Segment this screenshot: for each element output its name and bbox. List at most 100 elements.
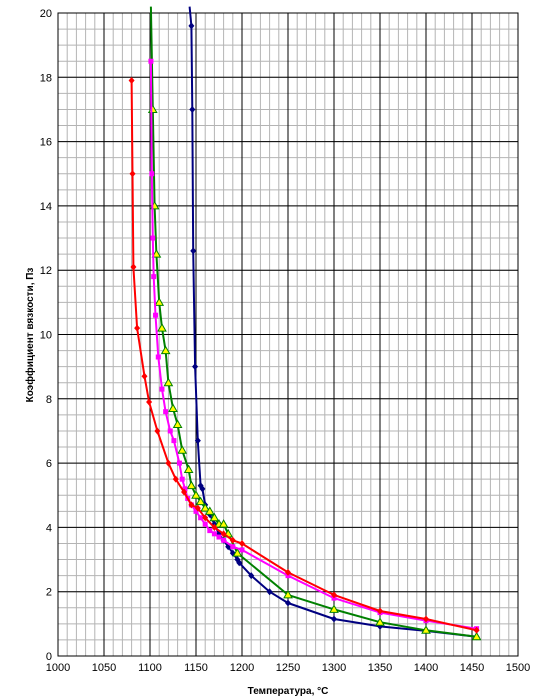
data-point — [218, 519, 229, 528]
data-point — [285, 599, 291, 607]
data-point — [331, 615, 337, 623]
data-point — [172, 475, 179, 483]
y-tick-label: 18 — [40, 72, 52, 84]
y-tick-label: 8 — [46, 394, 52, 406]
data-point — [130, 263, 137, 271]
data-point — [202, 514, 209, 522]
data-point — [194, 504, 201, 512]
data-point — [149, 171, 155, 177]
data-point — [198, 515, 204, 521]
y-tick-label: 14 — [40, 201, 52, 213]
data-point — [182, 486, 188, 492]
data-point — [188, 501, 195, 509]
data-point — [195, 496, 206, 506]
data-point — [200, 503, 211, 512]
y-axis-title: Коэффициент вязкости, Пз — [24, 268, 36, 403]
data-point — [421, 625, 431, 634]
data-point — [266, 588, 273, 596]
data-point — [179, 476, 185, 482]
x-tick-label: 1100 — [138, 662, 162, 674]
data-point — [157, 323, 167, 332]
x-tick-label: 1250 — [276, 662, 300, 674]
y-tick-label: 20 — [40, 8, 52, 20]
data-point — [229, 536, 236, 544]
plot-border — [57, 12, 519, 657]
data-point — [283, 589, 293, 599]
data-point — [375, 617, 385, 626]
x-axis-title: Температура, °С — [248, 686, 329, 697]
data-point — [473, 626, 480, 634]
data-point — [221, 537, 227, 543]
data-point — [285, 568, 291, 576]
data-point — [190, 247, 197, 255]
x-tick-label: 1500 — [506, 662, 530, 674]
y-tick-label: 0 — [46, 651, 52, 663]
data-point — [204, 506, 215, 515]
data-point — [183, 464, 194, 474]
data-point — [172, 419, 183, 429]
data-point — [216, 534, 222, 540]
data-point — [248, 572, 255, 580]
data-point — [192, 363, 199, 371]
y-tick-label: 16 — [40, 137, 52, 149]
data-point — [167, 428, 173, 434]
data-point — [159, 386, 165, 392]
data-point — [181, 488, 188, 496]
x-tick-label: 1050 — [92, 662, 116, 674]
data-point — [186, 480, 197, 490]
data-point — [134, 324, 141, 332]
series-layer — [128, 6, 482, 641]
data-point — [154, 427, 161, 435]
data-point — [199, 485, 206, 493]
data-point — [191, 490, 201, 499]
x-tick-label: 1400 — [414, 662, 438, 674]
y-tick-label: 12 — [40, 265, 52, 277]
data-point — [176, 460, 182, 466]
data-point — [171, 438, 177, 444]
data-point — [177, 445, 188, 454]
data-point — [189, 105, 196, 113]
data-point — [194, 437, 201, 445]
data-point — [236, 559, 243, 567]
data-point — [220, 530, 227, 538]
series-4 — [128, 77, 480, 634]
series-line — [130, 80, 477, 632]
tick-labels: 1000 1050 1100 1150 1200 1250 1300 1350 1400 1450… — [40, 8, 530, 674]
data-point — [163, 377, 174, 387]
data-point — [211, 523, 218, 531]
data-point — [163, 409, 169, 415]
data-point — [211, 531, 217, 537]
x-tick-label: 1200 — [230, 662, 254, 674]
data-point — [168, 403, 178, 412]
data-point — [150, 235, 156, 241]
x-tick-label: 1300 — [322, 662, 346, 674]
data-point — [151, 249, 162, 258]
data-point — [423, 615, 429, 623]
data-point — [141, 372, 148, 380]
data-point — [239, 547, 245, 553]
y-tick-label: 10 — [40, 330, 52, 342]
data-point — [129, 170, 136, 178]
data-point — [128, 77, 135, 85]
data-point — [160, 345, 171, 355]
data-point — [202, 521, 208, 527]
y-tick-label: 2 — [46, 587, 52, 599]
data-point — [377, 607, 383, 615]
data-point — [151, 274, 157, 280]
data-point — [329, 604, 339, 613]
data-point — [207, 528, 213, 534]
data-point — [209, 512, 220, 522]
data-point — [146, 398, 153, 406]
y-tick-label: 6 — [46, 458, 52, 470]
data-point — [148, 58, 154, 64]
data-point — [230, 544, 236, 550]
y-tick-label: 4 — [46, 522, 52, 534]
data-point — [154, 297, 165, 306]
x-tick-label: 1450 — [460, 662, 484, 674]
data-point — [471, 631, 482, 641]
data-point — [232, 548, 243, 557]
major-gridlines — [57, 12, 519, 657]
data-point — [331, 591, 337, 599]
data-point — [193, 508, 199, 514]
data-point — [165, 459, 172, 467]
